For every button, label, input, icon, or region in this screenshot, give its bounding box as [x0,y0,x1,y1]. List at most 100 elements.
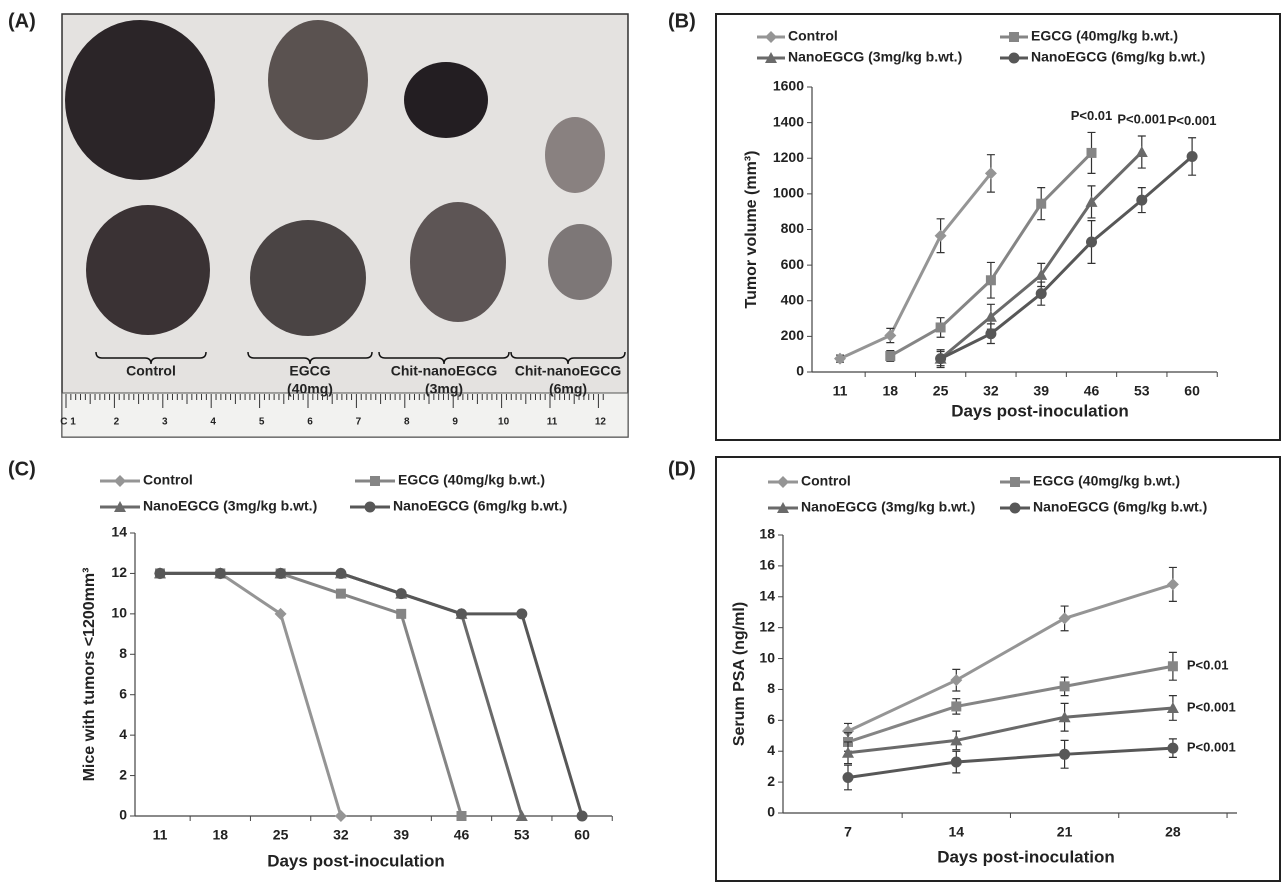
marker [335,810,347,822]
x-tick-label: 46 [454,827,470,843]
series-line [848,708,1173,753]
marker [275,568,286,579]
marker [1036,199,1046,209]
group-label: Chit-nanoEGCG [515,363,622,379]
y-tick-label: 1000 [773,185,804,201]
y-tick-label: 6 [119,685,127,701]
panel-label: (B) [668,10,696,32]
y-tick-label: 1600 [773,78,804,94]
marker [1187,151,1198,162]
marker [457,811,467,821]
y-tick-label: 800 [781,220,805,236]
y-tick-label: 8 [767,680,775,696]
series-line [840,173,991,358]
legend-label: Control [143,472,193,488]
y-tick-label: 6 [767,711,775,727]
x-tick-label: 25 [273,827,289,843]
tumor [410,202,506,322]
x-tick-label: 21 [1057,824,1073,840]
x-tick-label: 11 [153,827,168,843]
marker [1167,743,1178,754]
y-tick-label: 8 [119,645,127,661]
marker [370,476,380,486]
series-line [160,573,462,816]
y-tick-label: 0 [767,804,775,820]
ruler-label: 3 [162,417,168,428]
marker [1136,146,1148,157]
marker [1060,681,1070,691]
x-tick-label: 39 [1033,383,1049,399]
ruler-label: C 1 [60,417,76,428]
annotation: P<0.01 [1187,658,1229,673]
marker [336,589,346,599]
marker [950,674,962,686]
y-tick-label: 4 [767,742,775,758]
ruler-label: 4 [210,417,216,428]
panel-label: (C) [8,458,36,480]
ruler-label: 12 [595,417,607,428]
y-tick-label: 10 [111,605,127,621]
y-tick-label: 0 [119,807,127,823]
marker [456,608,467,619]
y-tick-label: 2 [767,773,775,789]
y-axis-title: Mice with tumors <1200mm³ [81,568,98,782]
legend-label: EGCG (40mg/kg b.wt.) [1031,28,1178,44]
marker [1059,612,1071,624]
x-axis-title: Days post-inoculation [951,401,1129,420]
ruler-label: 8 [404,417,410,428]
legend-label: NanoEGCG (3mg/kg b.wt.) [788,49,962,65]
x-axis-title: Days post-inoculation [267,851,445,870]
group-label: Chit-nanoEGCG [391,363,498,379]
x-tick-label: 53 [1134,383,1150,399]
annotation: P<0.001 [1117,111,1166,126]
ruler-label: 2 [114,417,120,428]
y-axis-title: Tumor volume (mm³) [743,151,760,309]
tumor [548,224,612,300]
x-tick-label: 53 [514,827,530,843]
marker [1010,503,1021,514]
marker [396,588,407,599]
panel-label: (D) [668,458,696,480]
x-tick-label: 7 [844,824,852,840]
x-tick-label: 32 [983,383,999,399]
y-tick-label: 18 [759,526,775,542]
marker [834,353,846,365]
marker [843,772,854,783]
marker [155,568,166,579]
y-tick-label: 12 [111,564,127,580]
marker [215,568,226,579]
annotation: P<0.001 [1168,113,1217,128]
marker [1168,661,1178,671]
marker [765,31,777,43]
legend-label: NanoEGCG (6mg/kg b.wt.) [1031,49,1205,65]
marker [951,701,961,711]
x-tick-label: 18 [213,827,229,843]
marker [577,811,588,822]
y-tick-label: 2 [119,766,127,782]
marker [114,475,126,487]
legend-label: EGCG (40mg/kg b.wt.) [398,472,545,488]
marker [777,476,789,488]
y-tick-label: 12 [759,618,775,634]
ruler [62,393,628,437]
y-tick-label: 4 [119,726,127,742]
y-tick-label: 600 [781,256,805,272]
y-tick-label: 1200 [773,149,804,165]
tumor [86,205,210,335]
marker [1010,477,1020,487]
x-tick-label: 28 [1165,824,1181,840]
series-line [848,666,1173,742]
x-tick-label: 18 [883,383,899,399]
y-tick-label: 200 [781,327,805,343]
y-tick-label: 14 [111,524,127,540]
group-label: EGCG [289,363,330,379]
series-line [941,152,1142,359]
tumor [250,220,366,336]
marker [1087,148,1097,158]
marker [935,353,946,364]
ruler-label: 7 [356,417,362,428]
y-tick-label: 10 [759,649,775,665]
tumor [268,20,368,140]
annotation: P<0.001 [1187,699,1236,714]
tumor [65,20,215,180]
